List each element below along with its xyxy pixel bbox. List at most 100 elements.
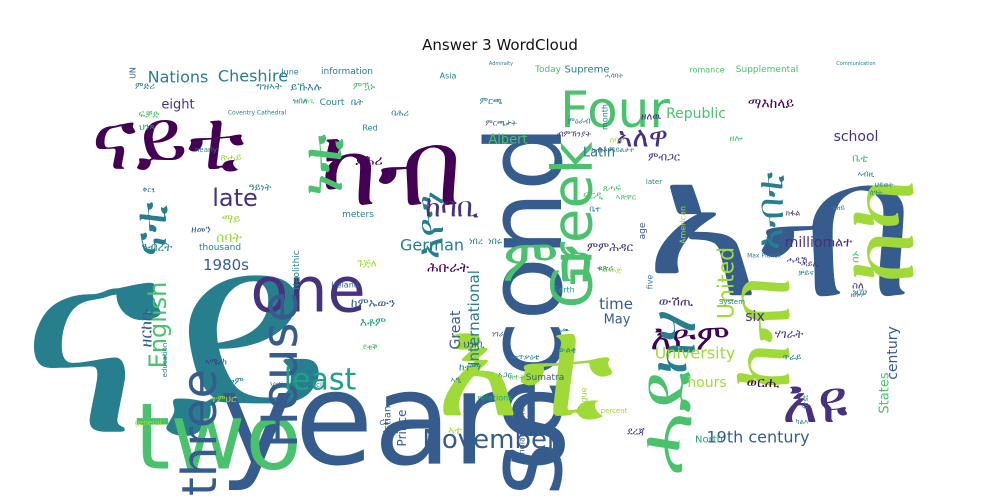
chart-title: Answer 3 WordCloud: [422, 36, 578, 54]
word-tigrinya-91: ማእከላይ: [748, 96, 795, 112]
word-tigrinya-129: ቤት: [351, 98, 363, 108]
word-tigrinya-147: ነገራት: [492, 330, 511, 339]
word-tigrinya-17: ምስ: [502, 226, 593, 296]
word-great-48: Great: [448, 310, 464, 349]
word-tigrinya-117: ጽሓይ: [220, 153, 242, 164]
word-tigrinya-155: ጥራይ: [783, 353, 802, 363]
word-tigrinya-100: ይኹእሉ: [290, 81, 321, 94]
word-million-44: million: [785, 235, 832, 251]
word-tigrinya-99: እቶም: [360, 315, 386, 329]
word-tigrinya-110: ዘመን: [191, 225, 211, 236]
word-tigrinya-162: ህይወት: [875, 181, 894, 189]
word-tigrinya-167: ኣብቶም: [591, 146, 615, 155]
word-general-81: general: [135, 419, 162, 427]
word-tigrinya-133: ደሕሪ: [355, 153, 382, 169]
word-tigrinya-146: ነበሩ: [488, 237, 503, 247]
word-latin-46: Latin: [583, 146, 615, 161]
word-tigrinya-158: ዘሎዎ: [850, 291, 865, 299]
word-tigrinya-98: ከምኡውን: [351, 296, 395, 310]
word-tigrinya-122: ደረጃ: [627, 427, 645, 438]
word-eight-45: eight: [161, 98, 194, 113]
word-coventry-cathedral-85: Coventry Cathedral: [228, 110, 287, 117]
word-1980s-37: 1980s: [203, 256, 249, 274]
word-prince-51: Prince: [395, 410, 409, 447]
word-tigrinya-93: ምምሕዳር: [587, 240, 634, 254]
word-tigrinya-136: ምርጫ: [480, 97, 503, 107]
word-communication-89: Communication: [836, 61, 875, 67]
word-november-15: November: [422, 425, 558, 455]
word-league-76: League: [580, 387, 589, 416]
word-tigrinya-126: ኣዒ: [451, 376, 462, 385]
word-three-12: three: [172, 369, 228, 496]
word-tigrinya-144: ስለ: [852, 281, 864, 292]
word-century-49: century: [885, 326, 901, 380]
word-cheshire-32: Cheshire: [218, 67, 288, 86]
word-may-40: May: [604, 313, 631, 328]
word-tigrinya-5: እቲ: [436, 287, 614, 450]
word-american-67: American: [679, 206, 688, 244]
word-relations-74: relations: [478, 394, 513, 403]
word-tigrinya-128: ኣቲ: [448, 424, 462, 437]
word-asia-58: Asia: [440, 72, 457, 81]
word-years-1: years: [219, 346, 571, 495]
word-nearly-82: nearly: [195, 146, 217, 154]
word-german-34: German: [400, 236, 464, 255]
word-tigrinya-108: ሰባት: [216, 230, 242, 246]
word-tigrinya-141: ቅርፂ: [143, 186, 157, 194]
word-tigrinya-142: ሕጊ: [304, 97, 315, 105]
word-june-57: June: [280, 68, 299, 77]
word-albert-47: Albert: [488, 133, 527, 148]
word-tigrinya-134: ሰባቲ: [610, 136, 625, 145]
word-tigrinya-0: ናይ: [20, 181, 329, 496]
word-tigrinya-25: ነቲ: [288, 134, 356, 196]
word-tigrinya-138: ሓይሊ: [801, 260, 819, 269]
word-tigrinya-107: ንብረት: [142, 240, 173, 254]
word-tigrinya-24: ኣዮን: [408, 191, 452, 259]
word-sumatra-73: Sumatra: [526, 373, 564, 383]
word-tigrinya-115: ተምህሮ: [211, 395, 237, 405]
word-tigrinya-143: ክፋል: [786, 209, 801, 218]
word-tigrinya-154: ሓሙ: [556, 326, 570, 334]
word-tigrinya-27: ካሃ: [640, 310, 710, 375]
word-six-41: six: [745, 309, 764, 325]
word-vatican-council-84: Vatican Council: [270, 381, 324, 389]
word-tigrinya-23: ኣብቲ: [748, 172, 792, 250]
word-five-68: five: [646, 275, 655, 290]
word-tigrinya-109: ማይ: [222, 212, 241, 226]
word-tigrinya-124: ከተማ: [459, 363, 481, 374]
word-meters-65: meters: [342, 210, 374, 220]
word-international-33: International: [465, 270, 483, 366]
word-tigrinya-97: ዘርከቡ: [137, 308, 156, 347]
word-tigrinya-164: ውሕጅ: [602, 266, 622, 275]
word-tigrinya-121: ደቂቕ: [362, 343, 377, 352]
word-first-79: first: [802, 395, 810, 409]
word-tigrinya-111: ዓይነት: [249, 183, 272, 194]
word-percent-77: percent: [601, 407, 628, 415]
word-tigrinya-145: ነበረ: [469, 237, 483, 247]
word-tigrinya-21: ካብ: [320, 107, 462, 230]
word-tigrinya-8: ከካ: [824, 178, 936, 283]
word-four-10: Four: [560, 81, 670, 139]
word-supplemental-54: Supplemental: [736, 65, 798, 75]
word-university-35: University: [655, 344, 736, 363]
word-tigrinya-6: ኣብ: [645, 115, 914, 342]
word-tigrinya-163: ሰዓት: [870, 189, 883, 197]
word-tigrinya-101: ምዃኑ: [353, 82, 375, 93]
word-tigrinya-96: ወርሒ: [747, 375, 780, 391]
word-tigrinya-103: ዘለዉ: [641, 112, 661, 123]
word-month-69: month: [601, 104, 610, 130]
word-tigrinya-152: ምርጫታት: [485, 119, 517, 128]
word-red-61: Red: [362, 124, 377, 133]
word-tigrinya-161: ኣብዚ: [858, 170, 875, 179]
word-tigrinya-120: ጉጅለ: [357, 259, 376, 270]
word-second-3: second: [464, 125, 586, 496]
word-house-13: House: [251, 292, 309, 449]
word-tigrinya-140: ህንጻ: [139, 123, 155, 133]
word-neolithic-63: Neolithic: [292, 250, 302, 290]
word-tigrinya-118: ጸሓፍ: [603, 184, 622, 194]
word-tigrinya-159: ካልእ: [796, 418, 808, 426]
word-tigrinya-95: ውሽጢ: [659, 295, 694, 310]
word-english-16: English: [144, 282, 172, 369]
word-hours-39: hours: [687, 375, 726, 391]
word-least-19: least: [284, 363, 357, 398]
